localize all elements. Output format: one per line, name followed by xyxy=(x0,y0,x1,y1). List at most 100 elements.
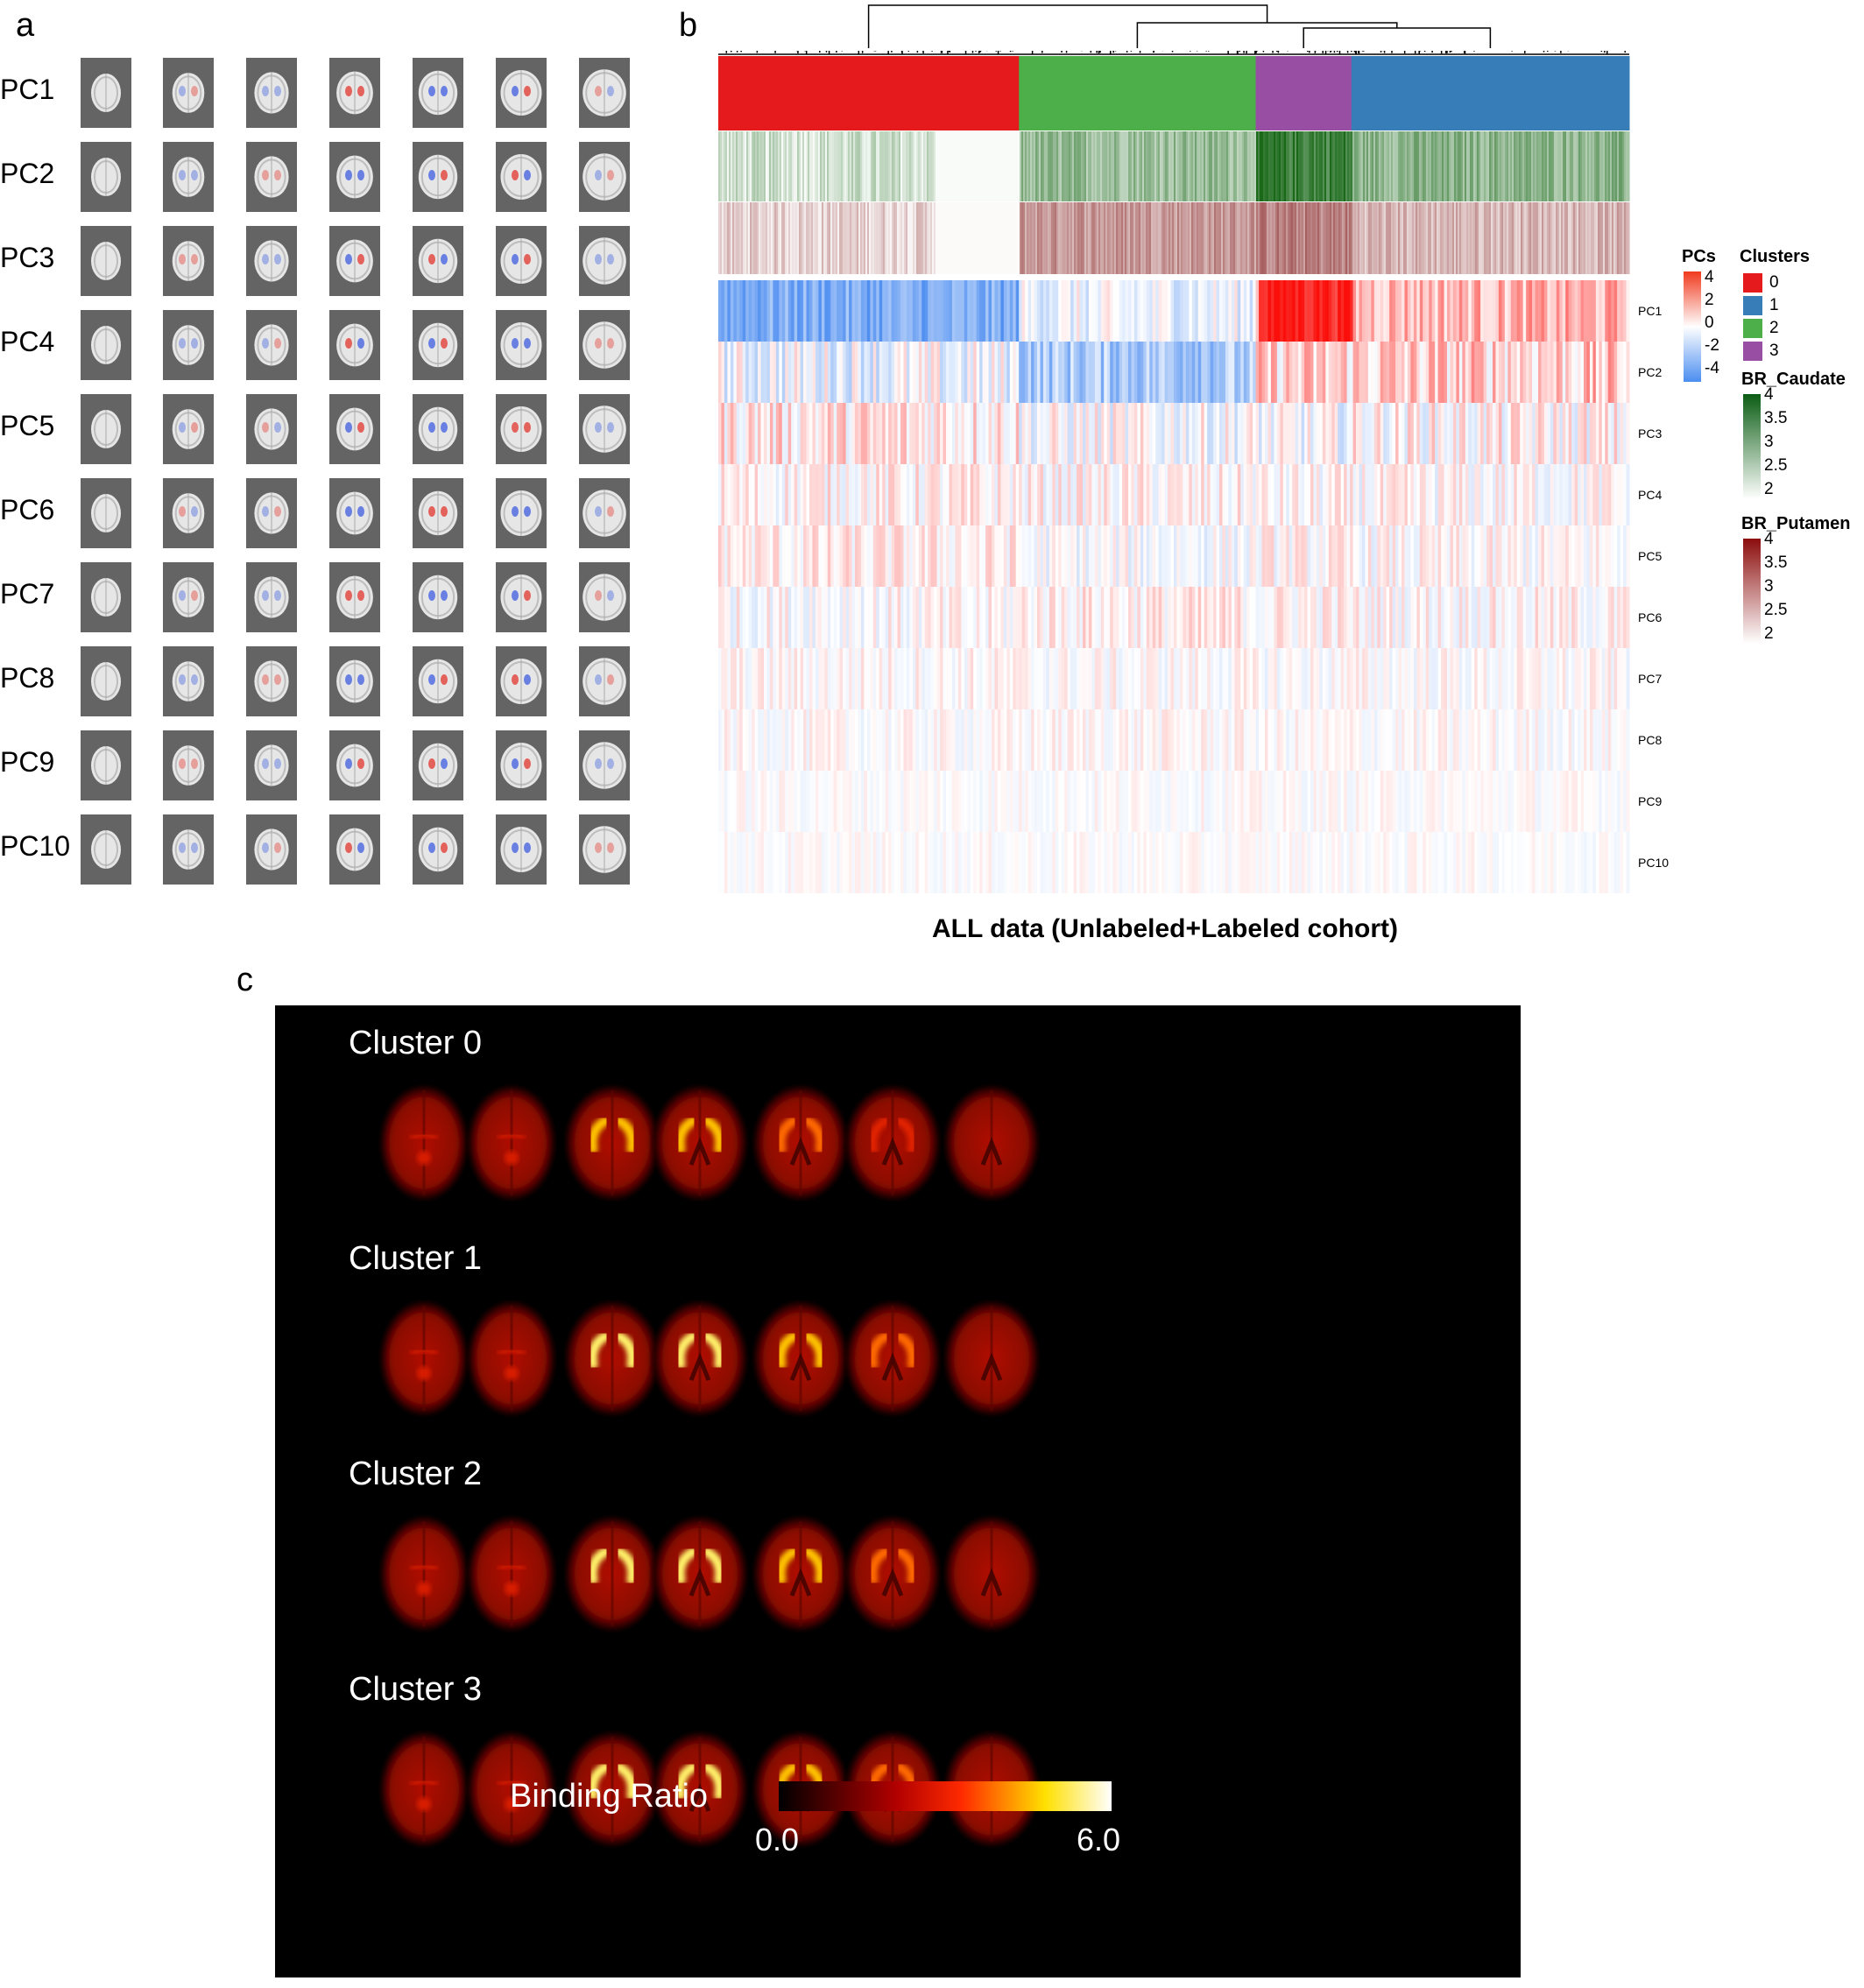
pc-brain-slice xyxy=(81,310,131,380)
pc-row-label: PC10 xyxy=(0,830,71,862)
cluster-legend-label: 1 xyxy=(1769,296,1779,314)
cluster-swatch xyxy=(1743,273,1762,293)
pc-brain-slice xyxy=(413,646,463,716)
panel-b-letter: b xyxy=(679,7,698,44)
pc-brain-slice xyxy=(413,478,463,548)
pc-brain-slice xyxy=(496,646,547,716)
pc-brain-slice xyxy=(413,562,463,632)
cluster-scan-slice xyxy=(944,1085,1039,1201)
cluster-scan-slice xyxy=(380,1301,468,1416)
pc-brain-slice xyxy=(413,310,463,380)
pcs-legend-title: PCs xyxy=(1682,247,1716,266)
pc-brain-slice xyxy=(81,814,131,885)
putamen-colorbar xyxy=(1743,539,1761,644)
pc-brain-slice xyxy=(163,814,214,885)
pc-brain-slice xyxy=(246,226,297,296)
panel-b-caption: ALL data (Unlabeled+Labeled cohort) xyxy=(931,914,1399,943)
pc-brain-slice xyxy=(163,646,214,716)
pc-brain-slice xyxy=(579,58,630,128)
legend-tick-label: 3 xyxy=(1764,433,1774,451)
heatmap-row-label: PC10 xyxy=(1638,856,1670,870)
cluster-scan-slice xyxy=(944,1301,1039,1416)
pc-brain-slice xyxy=(246,646,297,716)
pc-brain-slice xyxy=(81,646,131,716)
cluster-scan-slice xyxy=(753,1516,848,1632)
cluster-scan-slice xyxy=(468,1301,555,1416)
pc-brain-slice xyxy=(163,394,214,464)
panel-c-letter: c xyxy=(237,962,253,998)
putamen-legend-title: BR_Putamen xyxy=(1741,514,1851,533)
panel-b-heatmap: PCs Clusters BR_Caudate BR_Putamen 4 2 0 -2… xyxy=(683,0,1864,963)
colorbar-max-label: 6.0 xyxy=(1077,1822,1121,1858)
pc-brain-slice xyxy=(163,562,214,632)
pc-row-label: PC3 xyxy=(0,242,55,273)
pcs-colorbar xyxy=(1684,271,1701,382)
pc-brain-slice xyxy=(579,226,630,296)
pc-heatmap-cells xyxy=(718,280,1630,893)
cluster-scan-slice xyxy=(753,1085,848,1201)
cluster-scan-slice xyxy=(565,1301,660,1416)
pc-brain-slice xyxy=(163,310,214,380)
pc-brain-slice xyxy=(329,226,380,296)
legend-tick-label: 0 xyxy=(1705,314,1714,332)
panel-a: a PC1 PC2 PC3 PC4 PC5 PC6 PC7 PC8 PC9 PC10 xyxy=(0,0,666,911)
cluster-band-0 xyxy=(718,56,1020,130)
cluster-scan-slice xyxy=(468,1085,555,1201)
pc-brain-slice xyxy=(413,58,463,128)
cluster-scan-slice xyxy=(468,1731,555,1847)
pc-brain-slice xyxy=(329,814,380,885)
cluster-band-1 xyxy=(1351,56,1630,130)
legend-tick-label: 3 xyxy=(1764,577,1774,596)
legend-tick-label: 4 xyxy=(1705,268,1714,286)
pc-brain-slice xyxy=(496,478,547,548)
pc-brain-slice xyxy=(496,226,547,296)
pc-brain-slice xyxy=(579,394,630,464)
heatmap-row-label: PC9 xyxy=(1638,794,1663,808)
pc-brain-slice xyxy=(246,310,297,380)
cluster-swatch xyxy=(1743,319,1762,338)
legend-tick-label: 2.5 xyxy=(1764,456,1788,475)
pc-brain-slice xyxy=(81,394,131,464)
pc-brain-slice xyxy=(246,58,297,128)
colorbar-min-label: 0.0 xyxy=(755,1822,800,1858)
pc-brain-slice xyxy=(81,142,131,212)
pc-brain-slice xyxy=(81,478,131,548)
pc-brain-slice xyxy=(496,394,547,464)
pc-brain-slice xyxy=(81,730,131,800)
binding-ratio-colorbar xyxy=(779,1781,1112,1811)
pc-brain-slice xyxy=(81,58,131,128)
pc-brain-slice xyxy=(81,562,131,632)
pc-brain-slice xyxy=(163,478,214,548)
heatmap-svg xyxy=(718,4,1761,893)
pc-brain-slice xyxy=(579,562,630,632)
legend-tick-label: 2.5 xyxy=(1764,601,1788,619)
pc-brain-slice xyxy=(246,814,297,885)
cluster-scan-slice xyxy=(380,1085,468,1201)
pc-brain-slice xyxy=(246,142,297,212)
cluster-band-2 xyxy=(1019,56,1257,130)
pc-brain-slice xyxy=(579,814,630,885)
pc-brain-slice xyxy=(163,226,214,296)
pc-brain-slice xyxy=(496,730,547,800)
legend-tick-label: 3.5 xyxy=(1764,553,1788,572)
legend-tick-label: 4 xyxy=(1764,530,1774,548)
heatmap-row-label: PC5 xyxy=(1638,549,1663,563)
cluster-scan-slice xyxy=(753,1301,848,1416)
pc-brain-slice xyxy=(496,58,547,128)
pc-brain-slice xyxy=(329,646,380,716)
legend-tick-label: -2 xyxy=(1705,336,1719,355)
pc-brain-slice xyxy=(579,478,630,548)
cluster-row-label: Cluster 3 xyxy=(349,1671,483,1708)
pc-row-label: PC7 xyxy=(0,578,55,610)
cluster-row-label: Cluster 0 xyxy=(349,1025,483,1061)
legend-tick-label: -4 xyxy=(1705,359,1719,377)
pc-brain-slice xyxy=(579,310,630,380)
cluster-swatch xyxy=(1743,296,1762,315)
pc-row-label: PC5 xyxy=(0,410,55,441)
cluster-row-label: Cluster 1 xyxy=(349,1240,483,1277)
pc-brain-slice xyxy=(579,646,630,716)
cluster-swatch xyxy=(1743,342,1762,361)
pc-brain-slice xyxy=(163,730,214,800)
pc-brain-slice xyxy=(413,394,463,464)
pc-brain-slice xyxy=(246,562,297,632)
